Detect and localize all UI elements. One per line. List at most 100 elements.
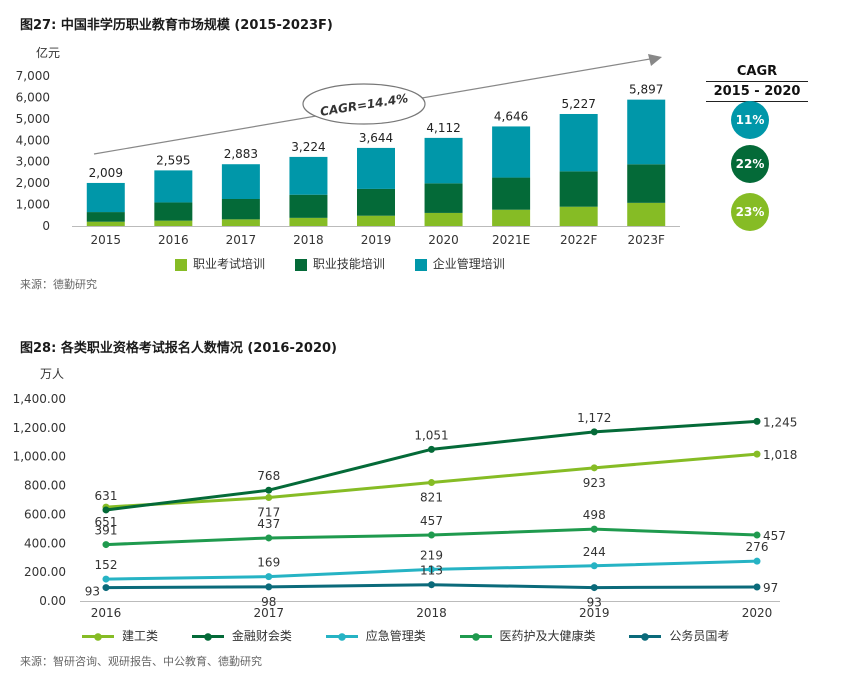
data-label: 244: [583, 545, 606, 559]
chart2-y-unit: 万人: [40, 367, 65, 381]
cagr-circle-enterprise: 11%: [731, 101, 769, 139]
x-tick-label: 2017: [226, 233, 257, 247]
bar-segment: [289, 156, 328, 195]
chart1-y-unit: 亿元: [36, 46, 61, 60]
trend-arrow-head: [648, 54, 662, 66]
bar-total-label: 3,644: [359, 131, 393, 145]
x-tick-label: 2020: [428, 233, 459, 247]
bar-segment: [86, 182, 125, 213]
bar-segment: [559, 206, 598, 226]
bar-total-label: 2,595: [156, 153, 190, 167]
x-tick-label: 2017: [253, 606, 284, 620]
data-label: 152: [95, 558, 118, 572]
legend-item-emergency: 应急管理类: [325, 627, 426, 644]
y-tick-label: 5,000: [16, 112, 50, 126]
data-label: 1,051: [414, 428, 448, 442]
legend-marker-finance: [191, 632, 224, 641]
data-point: [753, 531, 761, 539]
bar-segment: [221, 219, 260, 226]
bar-segment: [559, 171, 598, 207]
data-point: [265, 534, 273, 542]
data-point: [590, 562, 598, 570]
bar-total-label: 5,897: [629, 83, 663, 97]
legend-label-skills: 职业技能培训: [312, 257, 385, 271]
bar-segment: [627, 164, 666, 203]
data-point: [590, 464, 598, 472]
cagr-divider-top: [706, 81, 808, 82]
data-label: 498: [583, 508, 606, 522]
bar-segment: [492, 209, 531, 226]
legend-swatch-skills: [294, 258, 307, 271]
cagr-annotation-ellipse: [302, 83, 426, 125]
data-label: 437: [257, 517, 280, 531]
legend-item-skills-training: 职业技能培训: [294, 255, 385, 272]
x-tick-label: 2016: [158, 233, 189, 247]
bar-total-label: 4,112: [426, 121, 460, 135]
bar-segment: [357, 147, 395, 189]
legend-marker-construction: [82, 632, 114, 641]
chart2-title: 图28: 各类职业资格考试报名人数情况 (2016-2020): [20, 341, 337, 356]
bar-segment: [424, 212, 463, 226]
data-label: 457: [420, 514, 443, 528]
legend-item-health: 医药护及大健康类: [459, 627, 596, 644]
data-point: [265, 494, 273, 502]
bar-segment: [154, 220, 193, 226]
bar-segment: [289, 194, 328, 218]
legend-label-civil-service: 公务员国考: [669, 629, 730, 643]
data-label: 113: [420, 564, 443, 578]
bar-segment: [357, 188, 395, 216]
data-point: [265, 486, 273, 494]
x-tick-label: 2022F: [560, 233, 598, 247]
legend-label-finance: 金融财会类: [231, 629, 292, 643]
x-tick-label: 2015: [91, 233, 122, 247]
data-point: [102, 584, 110, 592]
data-label: 98: [261, 595, 276, 609]
legend-item-civil-service: 公务员国考: [629, 627, 729, 644]
legend-item-exam-training: 职业考试培训: [175, 255, 265, 272]
data-label: 93: [587, 596, 602, 610]
legend-item-construction: 建工类: [82, 627, 158, 644]
legend-marker-health: [459, 632, 492, 641]
legend-label-exam: 职业考试培训: [193, 257, 266, 271]
data-label: 1,245: [763, 415, 797, 429]
y-tick-label: 1,200.00: [13, 421, 66, 435]
data-point: [590, 584, 598, 592]
y-tick-label: 4,000: [16, 133, 50, 147]
cagr-circle-skills: 22%: [731, 145, 769, 183]
data-label: 1,172: [577, 411, 611, 425]
legend-label-enterprise: 企业管理培训: [432, 257, 505, 271]
bar-segment: [154, 170, 193, 203]
chart1-legend: 职业考试培训 职业技能培训 企业管理培训: [175, 255, 531, 272]
data-label: 391: [95, 524, 118, 538]
data-label: 717: [257, 506, 280, 520]
legend-swatch-enterprise: [414, 258, 427, 271]
legend-marker-emergency: [325, 632, 358, 641]
bar-total-label: 4,646: [494, 109, 528, 123]
bar-segment: [154, 202, 193, 221]
y-tick-label: 800.00: [24, 479, 66, 493]
data-point: [102, 575, 110, 583]
data-label: 821: [420, 491, 443, 505]
bar-segment: [424, 137, 463, 184]
data-label: 93: [85, 585, 100, 599]
data-point: [428, 445, 435, 453]
chart1-source: 来源：德勤研究: [20, 278, 97, 291]
data-point: [753, 583, 761, 591]
legend-swatch-exam: [175, 258, 187, 271]
x-tick-label: 2023F: [627, 233, 665, 247]
y-tick-label: 600.00: [24, 507, 66, 521]
x-tick-label: 2019: [361, 233, 392, 247]
y-tick-label: 400.00: [24, 536, 66, 550]
legend-label-health: 医药护及大健康类: [499, 629, 596, 643]
y-tick-label: 1,000: [16, 198, 50, 212]
y-tick-label: 1,400.00: [13, 392, 66, 406]
data-label: 768: [257, 469, 280, 483]
data-label: 169: [257, 556, 280, 570]
bar-segment: [221, 199, 260, 220]
data-point: [590, 428, 598, 436]
y-tick-label: 200.00: [24, 565, 66, 579]
bar-segment: [492, 177, 531, 210]
data-point: [265, 573, 273, 581]
data-point: [102, 506, 110, 514]
